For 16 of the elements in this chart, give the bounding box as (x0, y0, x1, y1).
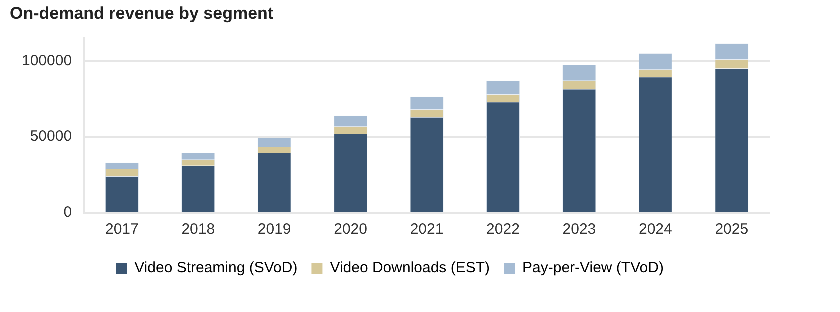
x-tick-label: 2017 (105, 221, 139, 238)
x-tick-label: 2024 (638, 221, 672, 238)
legend-label: Video Downloads (EST) (330, 260, 490, 277)
x-tick-label: 2021 (410, 221, 444, 238)
chart-title: On-demand revenue by segment (10, 4, 274, 23)
legend-label: Pay-per-View (TVoD) (522, 260, 664, 277)
x-tick-label: 2023 (562, 221, 596, 238)
y-tick-label: 0 (64, 204, 72, 222)
x-tick-label: 2020 (334, 221, 368, 238)
legend-label: Video Streaming (SVoD) (134, 260, 298, 277)
x-tick-label: 2025 (715, 221, 749, 238)
x-tick-label: 2018 (182, 221, 216, 238)
y-tick-label: 100000 (22, 52, 72, 70)
y-tick-label: 50000 (30, 128, 72, 146)
x-tick-label: 2022 (486, 221, 520, 238)
x-tick-label: 2019 (258, 221, 292, 238)
